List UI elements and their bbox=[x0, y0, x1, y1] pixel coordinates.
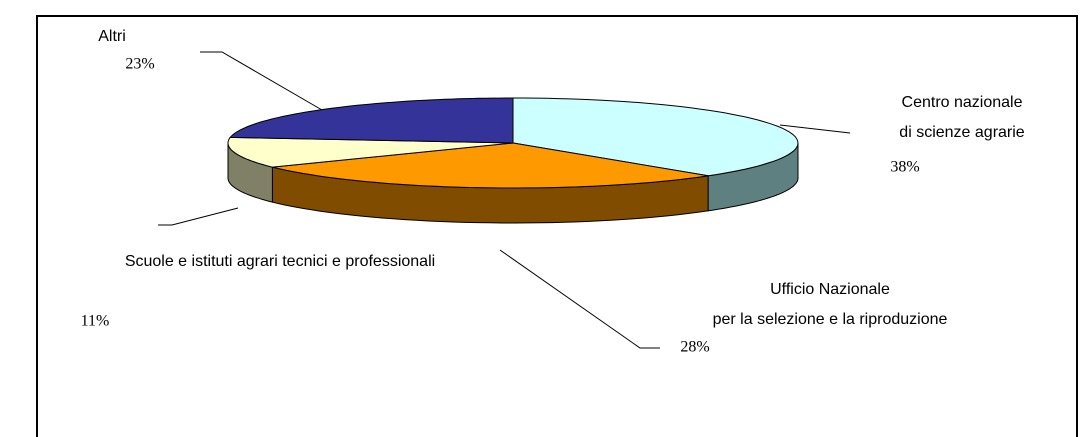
category-label: Altri bbox=[98, 28, 126, 45]
slice bbox=[229, 97, 514, 144]
slice bbox=[512, 97, 799, 177]
chart-frame bbox=[36, 15, 1078, 437]
category-label: Centro nazionale di scienze agrarie bbox=[899, 94, 1025, 141]
leader-line bbox=[158, 207, 239, 226]
slice bbox=[227, 136, 514, 168]
pie bbox=[227, 97, 799, 224]
value-label: 38% bbox=[890, 159, 919, 176]
leader-line bbox=[779, 124, 851, 134]
value-label: 28% bbox=[680, 339, 709, 356]
slice bbox=[272, 142, 709, 189]
value-label: 23% bbox=[125, 56, 154, 73]
leader-line bbox=[499, 249, 660, 349]
category-label: Scuole e istituti agrari tecnici e profe… bbox=[125, 253, 435, 270]
leader-lines bbox=[158, 51, 851, 349]
category-label: Ufficio Nazionale per la selezione e la r… bbox=[713, 281, 948, 328]
value-label: 11% bbox=[81, 313, 110, 330]
leader-line bbox=[200, 51, 323, 111]
